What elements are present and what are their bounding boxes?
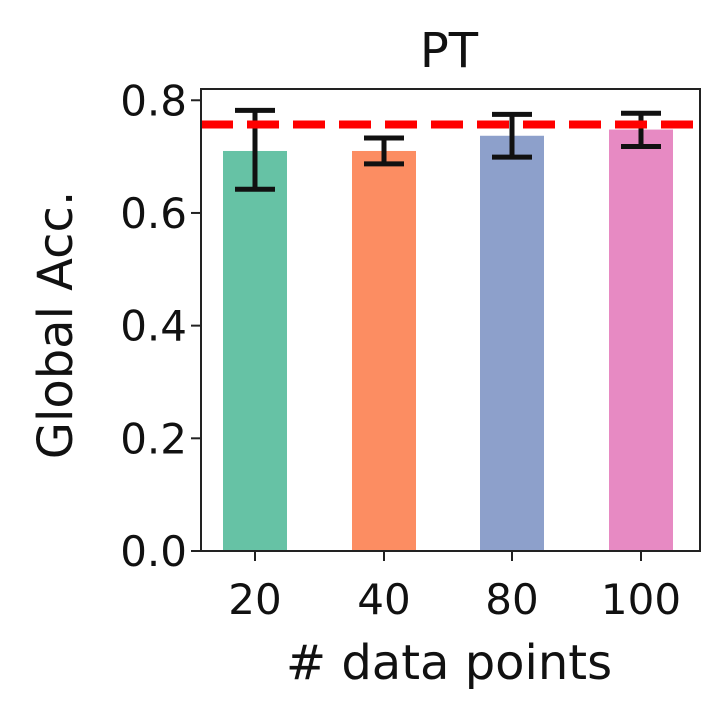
y-tick-label: 0.8 [120,76,187,125]
bar-40 [352,150,416,551]
bar-20 [223,150,287,551]
axes-frame [200,88,701,552]
x-tick-label: 20 [228,575,281,624]
chart-title: PT [420,23,479,79]
x-tick-label: 40 [357,575,410,624]
y-tick-label: 0.0 [120,527,187,576]
x-axis-label: # data points [286,635,612,691]
y-tick-label: 0.2 [120,414,187,463]
x-tick-label: 100 [601,575,681,624]
bar-80 [480,135,544,551]
bar-100 [609,129,673,551]
y-tick-label: 0.6 [120,189,187,238]
y-tick-label: 0.4 [120,302,187,351]
x-tick-label: 80 [485,575,538,624]
y-axis-label: Global Acc. [28,191,84,459]
